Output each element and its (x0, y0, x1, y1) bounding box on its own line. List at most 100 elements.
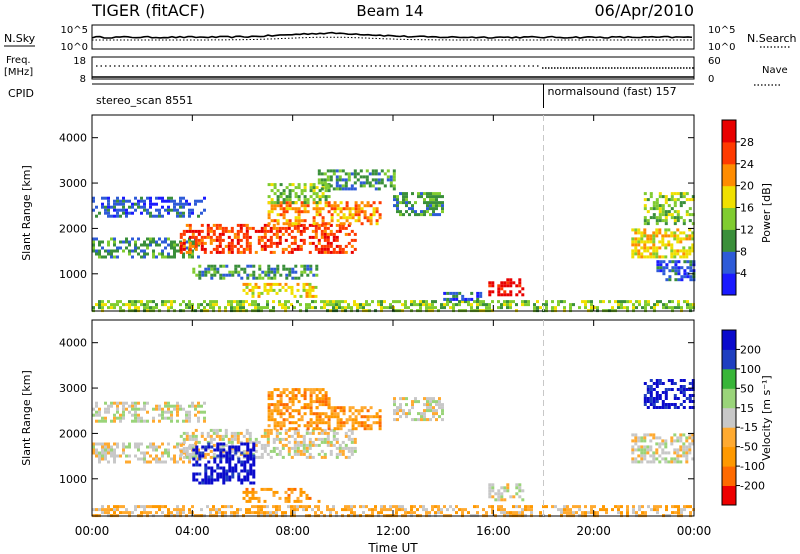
x-tick-label: 08:00 (275, 524, 310, 538)
power-cell (209, 250, 213, 254)
velocity-cell (207, 442, 211, 446)
velocity-cell (685, 436, 689, 440)
power-cell (491, 284, 495, 288)
power-cell (368, 184, 372, 188)
power-cell (655, 234, 659, 238)
power-cell (509, 281, 513, 285)
colorbar-tick-label: 24 (740, 158, 754, 171)
power-cell (299, 247, 303, 251)
velocity-cell (249, 451, 253, 455)
velocity-cell (269, 449, 273, 453)
power-cell (107, 252, 110, 256)
power-cell (200, 199, 203, 203)
velocity-cell (620, 511, 623, 515)
power-cell (218, 306, 221, 310)
power-cell (161, 249, 164, 253)
velocity-cell (207, 460, 211, 464)
power-cell (201, 270, 205, 274)
power-cell (116, 208, 119, 212)
power-cell (212, 300, 215, 304)
power-cell (587, 300, 590, 304)
velocity-cell (350, 431, 354, 435)
velocity-cell (332, 508, 335, 512)
velocity-cell (323, 431, 327, 435)
power-cell (438, 201, 441, 205)
velocity-cell (269, 511, 272, 515)
velocity-cell (324, 403, 328, 407)
power-cell (683, 272, 687, 276)
velocity-cell (207, 475, 211, 479)
power-cell (321, 219, 325, 223)
power-cell (303, 219, 307, 223)
power-cell (173, 240, 176, 244)
velocity-cell (221, 446, 225, 450)
velocity-cell (194, 437, 198, 441)
power-cell (167, 252, 170, 256)
power-cell (551, 300, 554, 304)
power-cell (221, 229, 225, 233)
power-cell (488, 306, 491, 310)
velocity-cell (194, 404, 197, 408)
velocity-cell (116, 508, 119, 512)
velocity-cell (342, 412, 346, 416)
power-cell (267, 201, 271, 205)
velocity-cell (266, 431, 270, 435)
power-cell (191, 240, 194, 244)
velocity-cell (134, 404, 137, 408)
power-cell (134, 246, 137, 250)
velocity-cell (631, 448, 635, 452)
power-cell (191, 229, 195, 233)
velocity-cell (254, 511, 257, 515)
power-cell (315, 204, 319, 208)
velocity-cell (317, 437, 321, 441)
power-cell (266, 300, 269, 304)
power-cell (353, 181, 357, 185)
power-cell (242, 232, 246, 236)
velocity-cell (285, 388, 289, 392)
velocity-cell (240, 442, 244, 446)
velocity-cell (326, 431, 330, 435)
velocity-cell (305, 443, 309, 447)
velocity-cell (305, 505, 308, 509)
velocity-cell (414, 400, 417, 404)
velocity-cell (137, 457, 140, 461)
velocity-cell (661, 400, 665, 403)
power-cell (320, 187, 324, 191)
velocity-cell (222, 454, 226, 458)
velocity-cell (342, 424, 346, 428)
power-cell (173, 255, 176, 259)
power-cell (306, 210, 310, 214)
velocity-cell (339, 409, 343, 413)
velocity-cell (224, 431, 228, 435)
velocity-cell (351, 427, 355, 431)
power-cell (335, 250, 339, 254)
velocity-cell (290, 455, 294, 459)
velocity-cell (279, 424, 283, 428)
velocity-cell (266, 437, 270, 441)
power-cell (545, 300, 548, 304)
power-cell (306, 198, 310, 202)
velocity-cell (288, 397, 292, 401)
power-cell (392, 175, 396, 179)
power-cell (578, 306, 581, 310)
power-cell (652, 213, 656, 217)
power-cell (435, 213, 438, 217)
power-cell (679, 204, 683, 208)
velocity-cell (652, 460, 656, 464)
velocity-cell (149, 460, 152, 464)
velocity-cell (252, 442, 256, 446)
power-cell (341, 306, 344, 310)
velocity-cell (152, 419, 155, 423)
power-cell (506, 293, 510, 297)
power-cell (291, 270, 295, 274)
velocity-cell (649, 379, 653, 382)
velocity-cell (273, 427, 277, 431)
power-cell (269, 235, 273, 239)
power-cell (210, 264, 214, 268)
power-cell (158, 211, 161, 215)
velocity-cell (119, 401, 122, 405)
velocity-cell (676, 451, 680, 455)
velocity-cell (143, 505, 146, 509)
freq-label: Freq. (6, 55, 31, 66)
velocity-cell (213, 448, 217, 452)
